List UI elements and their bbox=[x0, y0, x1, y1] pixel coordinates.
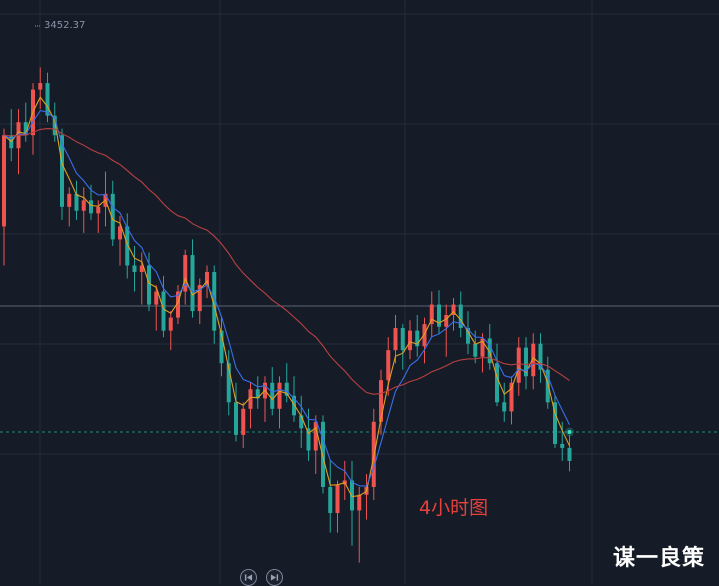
candle-body bbox=[96, 206, 101, 214]
watermark-text: 谋一良策 bbox=[613, 546, 706, 571]
candle-body bbox=[313, 421, 318, 451]
moving-average-line bbox=[3, 109, 570, 487]
moving-average-line bbox=[3, 128, 570, 395]
candle-body bbox=[509, 382, 514, 412]
candle-body bbox=[335, 484, 340, 514]
candle-body bbox=[429, 304, 434, 325]
candle-body bbox=[284, 382, 289, 396]
timeframe-label: 4小时图 bbox=[419, 497, 489, 519]
candle-body bbox=[408, 330, 412, 351]
candle-body bbox=[248, 389, 253, 409]
candle-body bbox=[531, 343, 536, 377]
moving-average-line bbox=[3, 96, 570, 498]
candle-body bbox=[241, 408, 246, 435]
candle-body bbox=[2, 135, 6, 227]
candle-body bbox=[212, 272, 217, 331]
candle-body bbox=[538, 343, 543, 370]
candle-body bbox=[176, 291, 180, 318]
candle-body bbox=[154, 291, 159, 305]
candle-body bbox=[219, 330, 224, 364]
candle-body bbox=[183, 255, 188, 292]
last-price-dot bbox=[567, 430, 572, 434]
candle-body bbox=[321, 421, 325, 487]
candle-body bbox=[451, 304, 456, 315]
last-price-marker bbox=[565, 427, 574, 437]
candle-body bbox=[45, 83, 50, 116]
candle-body bbox=[458, 304, 463, 329]
candle-body bbox=[89, 200, 93, 214]
candle-body bbox=[74, 193, 79, 211]
candle-body bbox=[466, 328, 470, 344]
candle-body bbox=[226, 363, 231, 403]
reference-lines bbox=[0, 25, 719, 433]
moving-averages bbox=[3, 96, 570, 498]
candle-body bbox=[495, 363, 499, 403]
candle-body bbox=[400, 328, 405, 351]
candle-body bbox=[480, 338, 485, 357]
candle-body bbox=[110, 193, 115, 240]
candle-body bbox=[81, 200, 86, 211]
candle-body bbox=[545, 369, 550, 403]
candle-body bbox=[524, 347, 528, 377]
candle-body bbox=[60, 135, 64, 207]
candle-body bbox=[560, 443, 565, 448]
candle-body bbox=[132, 265, 137, 272]
candle-body bbox=[473, 343, 478, 357]
skip-forward-icon bbox=[270, 574, 279, 581]
candle-body bbox=[357, 494, 362, 511]
candle-body bbox=[139, 265, 144, 272]
candle-body bbox=[292, 395, 296, 416]
candle-body bbox=[52, 115, 57, 136]
candle-body bbox=[38, 83, 43, 90]
candle-body bbox=[197, 285, 202, 312]
candle-body bbox=[328, 486, 333, 514]
candle-body bbox=[234, 402, 238, 435]
skip-forward-button[interactable] bbox=[266, 569, 283, 586]
candle-body bbox=[118, 226, 122, 240]
candle-body bbox=[386, 350, 391, 381]
candle-body bbox=[168, 317, 173, 331]
candle-body bbox=[393, 328, 398, 351]
candle-body bbox=[516, 347, 521, 383]
candle-body bbox=[190, 255, 195, 312]
candle-body bbox=[379, 380, 383, 422]
peak-price-label: 3452.37 bbox=[44, 20, 86, 31]
candle-body bbox=[147, 265, 151, 305]
candle-body bbox=[487, 338, 492, 364]
candle-body bbox=[67, 193, 72, 207]
skip-back-icon bbox=[244, 574, 253, 581]
candle-body bbox=[205, 272, 209, 286]
candle-body bbox=[299, 415, 304, 429]
candle-body bbox=[161, 291, 166, 331]
candle-body bbox=[125, 226, 130, 266]
candles bbox=[2, 67, 572, 563]
candle-body bbox=[277, 382, 282, 409]
candle-body bbox=[567, 447, 572, 461]
skip-back-button[interactable] bbox=[240, 569, 257, 586]
candle-body bbox=[553, 402, 557, 444]
candle-body bbox=[23, 122, 28, 136]
candle-body bbox=[502, 402, 507, 412]
candle-body bbox=[437, 304, 441, 327]
candle-body bbox=[422, 324, 427, 347]
candle-body bbox=[270, 382, 275, 409]
candle-body bbox=[255, 389, 260, 399]
candle-body bbox=[415, 330, 420, 347]
candle-body bbox=[306, 428, 311, 451]
candle-body bbox=[444, 314, 449, 327]
